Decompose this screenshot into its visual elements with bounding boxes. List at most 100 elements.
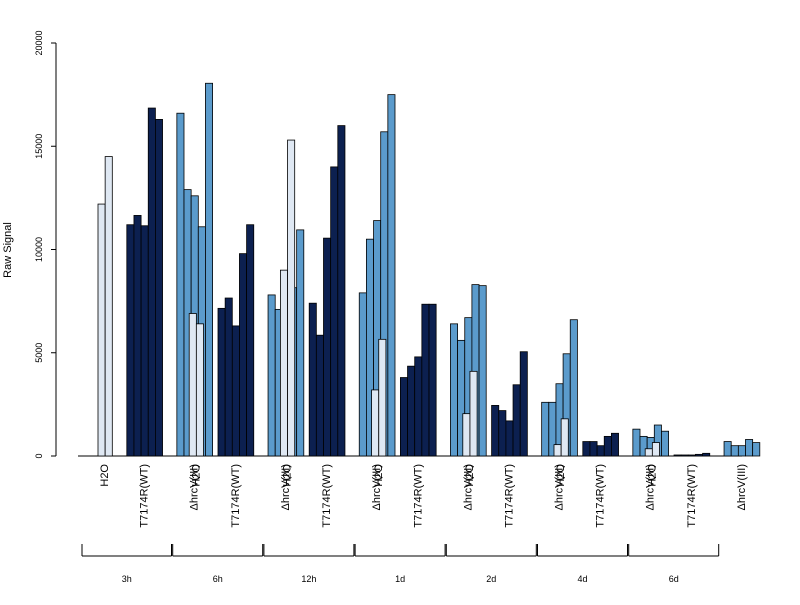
treatment-label-2d-0: H2O	[464, 464, 476, 487]
bar-3h-0-1	[104, 156, 113, 457]
treatment-label-6d-0: H2O	[646, 464, 658, 487]
bar-3h-0-0	[97, 203, 106, 457]
bar-2d-0-0	[462, 413, 471, 457]
bar-6d-1-4	[702, 452, 711, 457]
bar-6h-1-0	[217, 307, 226, 457]
bar-3h-1-4	[154, 119, 163, 457]
timepoint-label-2d: 2d	[486, 574, 496, 584]
bar-6d-1-2	[687, 454, 696, 457]
bar-3h-1-3	[147, 107, 156, 457]
bar-12h-1-2	[323, 237, 332, 457]
bar-4d-1-4	[611, 432, 619, 457]
bar-4d-1-3	[603, 435, 612, 457]
treatment-label-12h-1: T7174R(WT)	[321, 464, 333, 528]
y-tick-label-0: 0	[34, 453, 44, 458]
bar-2d-1-0	[491, 405, 500, 457]
bar-12h-2-0	[358, 292, 367, 457]
bar-2d-1-1	[498, 410, 507, 457]
bar-6h-1-2	[231, 325, 240, 457]
bar-1d-0-1	[378, 338, 387, 457]
treatment-label-6d-1: T7174R(WT)	[686, 464, 698, 528]
bar-6d-2-2	[737, 445, 746, 457]
bar-2d-1-3	[512, 384, 521, 457]
treatment-label-2d-2: ΔhrcV(III)	[554, 464, 566, 510]
bar-4d-1-0	[582, 441, 591, 457]
treatment-label-3h-1: T7174R(WT)	[139, 464, 151, 528]
treatment-label-12h-0: H2O	[282, 464, 294, 487]
timepoint-label-1d: 1d	[395, 574, 405, 584]
bar-3h-1-1	[133, 215, 142, 457]
timepoint-label-3h: 3h	[122, 574, 132, 584]
y-tick-label-3: 15000	[34, 134, 44, 159]
bar-6h-1-1	[224, 297, 233, 457]
bar-6h-0-0	[188, 313, 197, 457]
bar-1d-1-3	[421, 303, 430, 457]
bar-6d-0-1	[651, 442, 660, 457]
treatment-label-4d-2: ΔhrcV(III)	[645, 464, 657, 510]
bar-12h-0-1	[287, 139, 296, 457]
treatment-label-6d-2: ΔhrcV(III)	[736, 464, 748, 510]
bar-4d-2-0	[632, 428, 641, 457]
timepoint-label-6h: 6h	[213, 574, 223, 584]
treatment-label-3h-2: ΔhrcV(III)	[189, 464, 201, 510]
bar-6h-1-4	[246, 224, 255, 457]
treatment-label-1d-0: H2O	[373, 464, 385, 487]
bar-12h-1-1	[315, 334, 324, 457]
bar-3h-2-0	[176, 112, 185, 457]
bar-6d-2-1	[730, 445, 739, 457]
bar-6h-1-3	[239, 253, 247, 457]
bar-6d-2-3	[745, 439, 754, 457]
bar-12h-1-3	[330, 166, 339, 457]
bar-1d-2-4	[478, 285, 487, 457]
y-tick-label-2: 10000	[34, 237, 44, 262]
bar-1d-2-0	[450, 323, 459, 457]
treatment-label-6h-1: T7174R(WT)	[230, 464, 242, 528]
bar-1d-0-0	[371, 389, 380, 457]
treatment-label-6h-0: H2O	[190, 464, 202, 487]
bar-3h-1-2	[140, 225, 149, 457]
bar-6d-1-3	[695, 453, 704, 457]
bar-12h-0-0	[279, 269, 288, 457]
bar-6d-2-0	[723, 441, 732, 457]
y-axis-label: Raw Signal	[2, 222, 14, 278]
treatment-label-6h-2: ΔhrcV(III)	[280, 464, 292, 510]
bar-3h-1-0	[126, 224, 135, 457]
treatment-label-2d-1: T7174R(WT)	[503, 464, 515, 528]
y-tick-label-1: 5000	[34, 343, 44, 363]
bar-6d-1-0	[673, 454, 682, 457]
treatment-label-1d-2: ΔhrcV(III)	[462, 464, 474, 510]
timepoint-label-4d: 4d	[577, 574, 587, 584]
bar-12h-2-4	[387, 94, 396, 457]
bar-4d-0-1	[560, 418, 569, 457]
bar-6d-2-4	[752, 442, 761, 457]
bar-6d-0-0	[644, 448, 653, 457]
bar-4d-1-1	[589, 441, 598, 457]
bar-6d-1-1	[680, 454, 689, 457]
bar-6h-2-4	[296, 229, 305, 457]
bar-1d-1-1	[407, 365, 416, 457]
bar-3h-2-4	[205, 82, 213, 457]
bar-12h-1-0	[308, 302, 317, 457]
treatment-label-3h-0: H2O	[99, 464, 111, 487]
bar-1d-1-2	[414, 356, 423, 457]
bar-12h-1-4	[337, 125, 346, 457]
bar-1d-1-0	[399, 377, 408, 457]
bar-2d-2-0	[541, 401, 550, 457]
timepoint-label-6d: 6d	[669, 574, 679, 584]
bar-4d-2-4	[661, 430, 670, 457]
bar-2d-1-4	[519, 351, 528, 457]
bar-1d-1-4	[428, 303, 437, 457]
timepoint-label-12h: 12h	[301, 574, 316, 584]
treatment-label-4d-1: T7174R(WT)	[595, 464, 607, 528]
treatment-label-4d-0: H2O	[555, 464, 567, 487]
bar-6h-2-0	[267, 294, 276, 457]
bar-4d-0-0	[553, 444, 562, 457]
bar-2d-1-2	[505, 420, 514, 457]
bar-2d-2-4	[569, 319, 578, 457]
bar-4d-1-2	[596, 445, 605, 457]
treatment-label-12h-2: ΔhrcV(III)	[371, 464, 383, 510]
treatment-label-1d-1: T7174R(WT)	[412, 464, 424, 528]
bar-6h-0-1	[195, 323, 204, 457]
